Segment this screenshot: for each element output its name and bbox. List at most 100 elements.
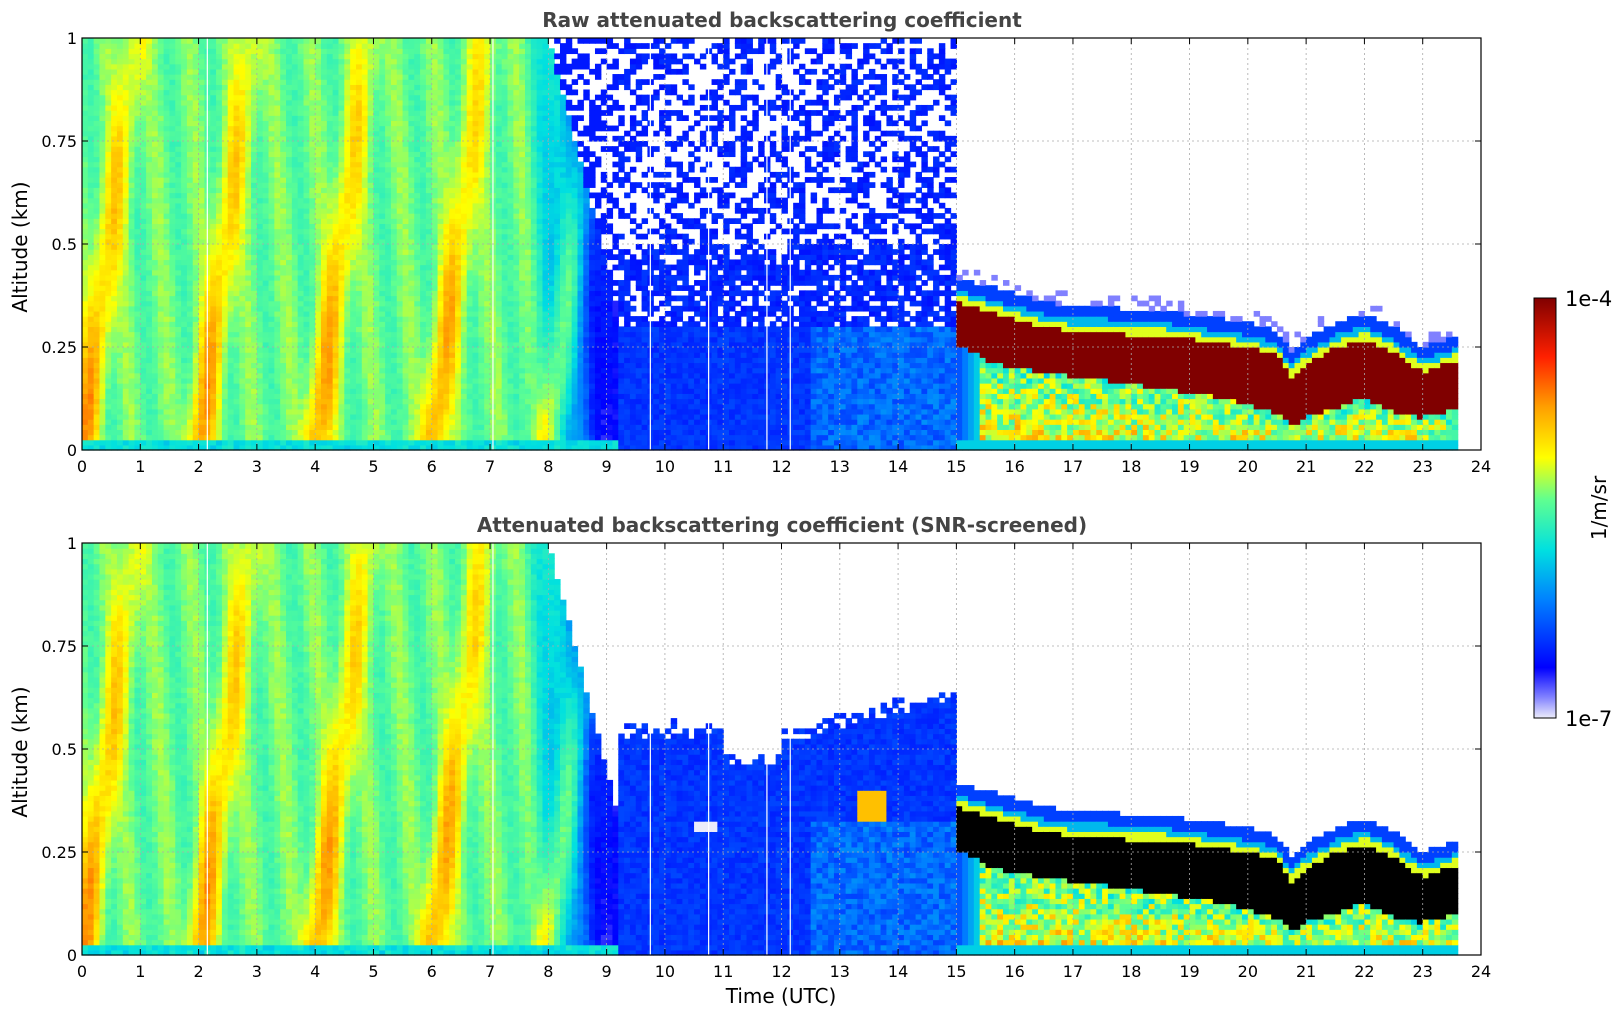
heatmap-cell <box>151 223 159 230</box>
heatmap-cell <box>262 347 270 353</box>
heatmap-cell <box>192 125 200 132</box>
heatmap-cell <box>245 146 252 152</box>
heatmap-cell <box>116 419 124 425</box>
heatmap-cell <box>82 115 89 121</box>
heatmap-cell <box>151 336 159 343</box>
heatmap-cell <box>134 429 141 436</box>
heatmap-cell <box>303 187 310 194</box>
heatmap-cell <box>175 135 182 142</box>
heatmap-cell <box>198 213 206 219</box>
heatmap-cell <box>286 403 293 410</box>
heatmap-cell <box>286 151 293 158</box>
heatmap-cell <box>303 207 310 214</box>
heatmap-cell <box>239 192 246 199</box>
heatmap-cell <box>122 146 130 152</box>
heatmap-cell <box>151 305 159 312</box>
heatmap-cell <box>274 362 281 369</box>
heatmap-cell <box>396 58 404 65</box>
heatmap-cell <box>169 439 176 446</box>
heatmap-cell <box>192 259 200 266</box>
heatmap-cell <box>93 357 101 364</box>
heatmap-cell <box>402 125 410 132</box>
heatmap-cell <box>175 347 182 353</box>
heatmap-cell <box>163 207 171 214</box>
heatmap-cell <box>198 79 206 85</box>
heatmap-cell <box>210 377 217 384</box>
heatmap-cell <box>105 104 112 111</box>
heatmap-cell <box>443 274 450 281</box>
heatmap-cell <box>198 398 206 405</box>
heatmap-cell <box>151 213 159 219</box>
heatmap-cell <box>408 393 415 400</box>
heatmap-cell <box>280 223 287 230</box>
heatmap-cell <box>216 424 223 430</box>
heatmap-cell <box>82 285 89 291</box>
heatmap-cell <box>105 48 112 55</box>
heatmap-cell <box>425 372 433 379</box>
heatmap-cell <box>181 58 188 65</box>
heatmap-cell <box>169 347 176 353</box>
heatmap-cell <box>332 305 340 312</box>
heatmap-cell <box>169 53 176 60</box>
heatmap-cell <box>309 259 316 266</box>
heatmap-cell <box>134 171 141 178</box>
heatmap-cell <box>303 94 310 101</box>
heatmap-cell <box>122 151 130 158</box>
heatmap-cell <box>210 48 217 55</box>
heatmap-cell <box>408 429 415 436</box>
heatmap-cell <box>128 290 136 297</box>
heatmap-cell <box>350 207 357 214</box>
heatmap-cell <box>326 187 334 194</box>
heatmap-cell <box>221 125 229 132</box>
heatmap-cell <box>332 259 340 266</box>
heatmap-cell <box>157 372 165 379</box>
heatmap-cell <box>350 233 357 240</box>
heatmap-cell <box>414 89 421 96</box>
heatmap-cell <box>332 99 340 106</box>
heatmap-cell <box>134 347 141 353</box>
heatmap-cell <box>239 89 246 96</box>
heatmap-cell <box>221 439 229 446</box>
heatmap-cell <box>175 331 182 338</box>
heatmap-cell <box>221 99 229 106</box>
heatmap-cell <box>303 316 310 322</box>
heatmap-cell <box>350 269 357 276</box>
heatmap-cell <box>82 336 89 343</box>
heatmap-cell <box>140 48 147 55</box>
heatmap-cell <box>280 347 287 353</box>
heatmap-cell <box>274 213 281 219</box>
heatmap-cell <box>157 326 165 333</box>
heatmap-cell <box>128 300 136 307</box>
heatmap-cell <box>169 398 176 405</box>
heatmap-cell <box>414 316 421 322</box>
heatmap-cell <box>93 89 101 96</box>
heatmap-cell <box>344 341 351 348</box>
heatmap-cell <box>390 388 398 394</box>
heatmap-cell <box>420 434 427 441</box>
heatmap-cell <box>338 171 345 178</box>
heatmap-cell <box>192 393 200 400</box>
heatmap-cell <box>420 254 427 261</box>
heatmap-cell <box>140 439 147 446</box>
heatmap-cell <box>408 182 415 188</box>
heatmap-cell <box>163 429 171 436</box>
heatmap-cell <box>326 58 334 65</box>
heatmap-cell <box>420 43 427 49</box>
heatmap-cell <box>239 202 246 209</box>
heatmap-cell <box>385 74 392 80</box>
heatmap-cell <box>216 280 223 286</box>
heatmap-cell <box>122 141 130 147</box>
heatmap-cell <box>227 321 235 327</box>
heatmap-cell <box>221 300 229 307</box>
heatmap-cell <box>361 161 369 168</box>
heatmap-cell <box>379 135 386 142</box>
heatmap-cell <box>379 171 386 178</box>
heatmap-cell <box>256 171 264 178</box>
heatmap-cell <box>82 218 89 224</box>
heatmap-cell <box>227 295 235 302</box>
heatmap-cell <box>256 444 264 451</box>
heatmap-cell <box>437 274 445 281</box>
heatmap-cell <box>425 388 433 394</box>
heatmap-cell <box>431 398 439 405</box>
heatmap-cell <box>390 408 398 415</box>
